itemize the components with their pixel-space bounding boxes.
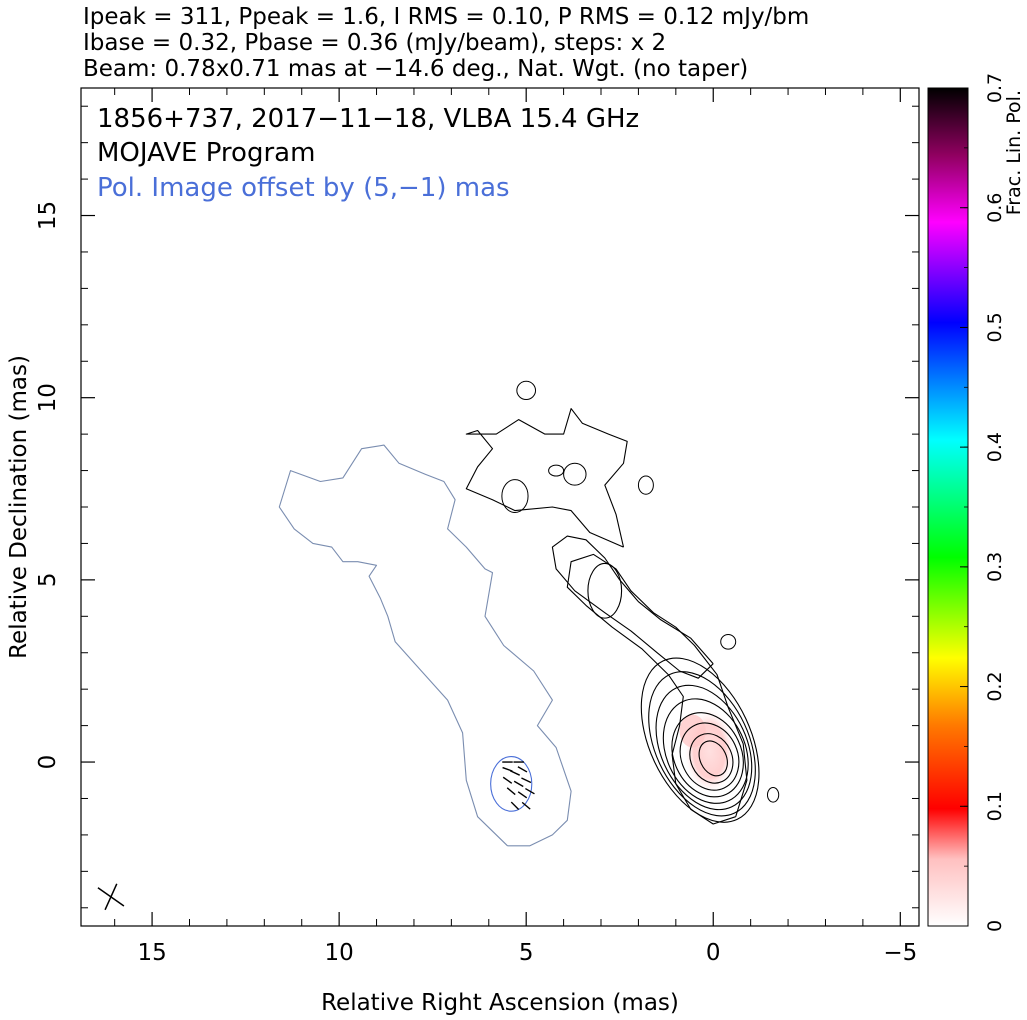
colorbar-tick-label: 0 [984, 920, 1006, 932]
jet-inner-contour [566, 553, 748, 825]
x-axis-title: Relative Right Ascension (mas) [321, 990, 679, 1016]
header-line-2: Ibase = 0.32, Pbase = 0.36 (mJy/beam), s… [83, 30, 666, 56]
evpa-stick [510, 801, 520, 810]
axis-ticks-layer: 15 10 5 0 −5 0 5 10 15 [35, 88, 919, 966]
pol-knot-contour [490, 756, 533, 812]
plot-area: 15 10 5 0 −5 0 5 10 15 [35, 87, 920, 966]
core-contour [698, 740, 728, 777]
core-contour [640, 657, 760, 823]
colorbar-tick-label: 0.4 [984, 432, 1006, 462]
evpa-stick [521, 777, 532, 784]
contour-layer [97, 380, 780, 911]
plot-frame [80, 87, 920, 927]
evpa-stick [506, 787, 516, 796]
colorbar-label: Frac. Lin. Pol. [1003, 90, 1025, 215]
header-line-3: Beam: 0.78x0.71 mas at −14.6 deg., Nat. … [83, 56, 748, 82]
header-line-1: Ipeak = 311, Ppeak = 1.6, I RMS = 0.10, … [83, 4, 809, 30]
colorbar-tick-label: 0.5 [984, 312, 1006, 342]
contour-island [548, 464, 565, 477]
jet-outer-contour [551, 535, 714, 679]
evpa-stick [525, 787, 535, 795]
core-contour [679, 722, 740, 791]
source-label: 1856+737, 2017−11−18, VLBA 15.4 GHz [97, 104, 639, 134]
colorbar: 0 0.1 0.2 0.3 0.4 0.5 0.6 0.7 Frac. Lin. Pol. [927, 73, 1025, 932]
y-tick-label: 5 [35, 573, 61, 588]
evpa-stick [517, 791, 528, 799]
x-tick-label: 5 [519, 940, 534, 966]
y-tick-label: 15 [35, 201, 61, 230]
core-contour [689, 733, 734, 784]
y-axis-title: Relative Declination (mas) [6, 355, 32, 659]
contour-island [563, 462, 587, 486]
x-tick-label: −5 [883, 940, 917, 966]
contour-island [516, 380, 537, 401]
colorbar-tick-label: 0.7 [984, 73, 1006, 103]
y-tick-label: 10 [35, 383, 61, 412]
colorbar-tick-label: 0.3 [984, 552, 1006, 582]
colorbar-tick-label: 0.1 [984, 791, 1006, 821]
contour-island [766, 787, 780, 803]
colorbar-scale [927, 87, 969, 927]
x-tick-label: 10 [324, 940, 353, 966]
core-contour [648, 671, 756, 817]
core-contour [671, 712, 744, 798]
core-contour [655, 684, 753, 811]
offset-note: Pol. Image offset by (5,−1) mas [97, 173, 510, 203]
x-tick-label: 0 [706, 940, 721, 966]
plot-background [81, 88, 919, 926]
colorbar-ticks: 0 0.1 0.2 0.3 0.4 0.5 0.6 0.7 [960, 73, 1006, 932]
knot-contour [587, 562, 623, 619]
pol-jet-contour [278, 444, 572, 847]
evpa-stick [521, 801, 531, 810]
beam-cross-minor [104, 883, 118, 911]
y-tick-label: 0 [35, 755, 61, 770]
x-tick-label: 15 [137, 940, 166, 966]
colorbar-tick-label: 0.6 [984, 193, 1006, 223]
evpa-stick [513, 780, 524, 788]
evpa-stick [509, 770, 521, 776]
colorbar-tick-label: 0.2 [984, 671, 1006, 701]
contour-island [637, 475, 654, 495]
frac-pol-fill-peak [679, 714, 706, 748]
program-label: MOJAVE Program [97, 138, 315, 168]
diffuse-region-contour [465, 408, 628, 548]
evpa-stick [502, 776, 513, 784]
contour-island [720, 634, 737, 650]
contour-island [501, 479, 529, 513]
evpa-stick [517, 766, 528, 773]
